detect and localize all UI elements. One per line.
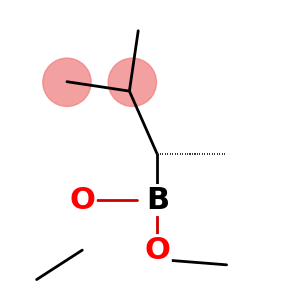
- Circle shape: [108, 58, 157, 106]
- Circle shape: [43, 58, 91, 106]
- Text: O: O: [69, 186, 95, 214]
- Text: B: B: [146, 186, 169, 214]
- Text: O: O: [144, 236, 170, 265]
